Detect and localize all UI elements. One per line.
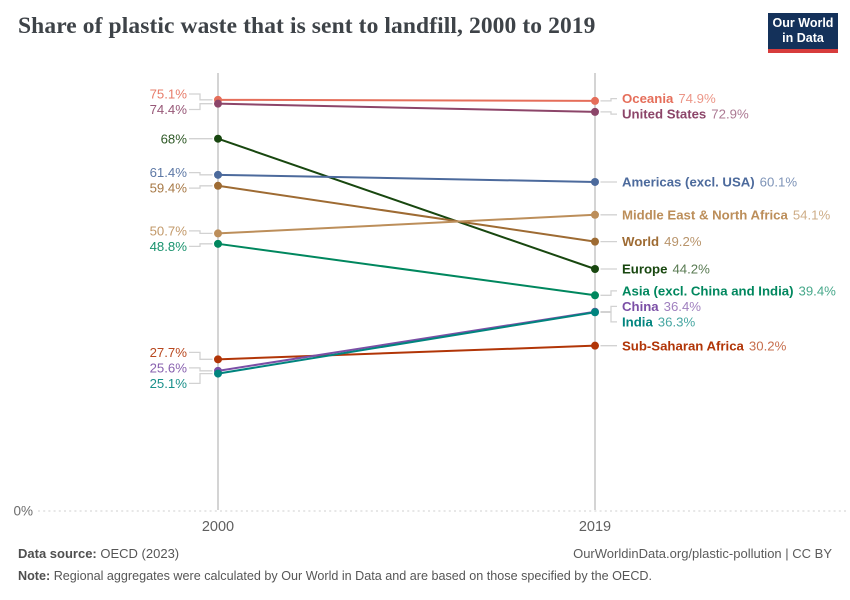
owid-logo-line2: in Data <box>782 31 824 45</box>
series-line-asia-excl-china-and-india[interactable] <box>217 242 596 297</box>
value-label-2000-americas-excl-usa: 61.4% <box>150 165 188 180</box>
value-label-2019-united-states: 72.9% <box>711 107 749 122</box>
entity-label-oceania[interactable]: Oceania 74.9% <box>622 91 716 106</box>
entity-label-world[interactable]: World 49.2% <box>622 234 702 249</box>
series-dot-sub-saharan-africa-2000[interactable] <box>214 355 222 364</box>
entity-name-middle-east-north-africa: Middle East & North Africa <box>622 207 789 222</box>
value-label-2000-sub-saharan-africa: 27.7% <box>150 345 188 360</box>
value-label-2019-europe: 44.2% <box>672 262 710 277</box>
entity-name-europe: Europe <box>622 262 667 277</box>
series-dot-india-2000[interactable] <box>214 369 222 378</box>
series-dot-europe-2000[interactable] <box>214 134 222 143</box>
series-line-india[interactable] <box>217 311 596 375</box>
series-dot-oceania-2019[interactable] <box>591 96 599 105</box>
data-source-label: Data source: <box>18 546 97 561</box>
entity-name-asia-excl-china-and-india: Asia (excl. China and India) <box>622 284 793 299</box>
entity-label-india[interactable]: India 36.3% <box>622 315 695 330</box>
entity-name-oceania: Oceania <box>622 91 674 106</box>
connector-right-india <box>600 311 617 323</box>
series-line-united-states[interactable] <box>217 102 596 113</box>
series-dot-world-2000[interactable] <box>214 181 222 190</box>
series-dot-india-2019[interactable] <box>591 308 599 317</box>
entity-name-sub-saharan-africa: Sub-Saharan Africa <box>622 338 745 353</box>
entity-label-china[interactable]: China 36.4% <box>622 299 701 314</box>
value-label-2000-middle-east-north-africa: 50.7% <box>150 223 188 238</box>
series-line-sub-saharan-africa[interactable] <box>217 344 596 361</box>
connector-left-world <box>189 185 213 189</box>
series-line-europe[interactable] <box>217 137 596 270</box>
value-label-2019-world: 49.2% <box>664 234 702 249</box>
connector-right-asia-excl-china-and-india <box>600 290 617 296</box>
baseline-label: 0% <box>13 504 33 519</box>
data-source-value: OECD (2023) <box>100 546 180 561</box>
entity-label-middle-east-north-africa[interactable]: Middle East & North Africa 54.1% <box>622 207 831 222</box>
entity-name-world: World <box>622 234 659 249</box>
connector-left-oceania <box>189 93 213 101</box>
chart-note: Note: Regional aggregates were calculate… <box>18 569 832 583</box>
value-label-2000-oceania: 75.1% <box>150 87 188 102</box>
connector-left-asia-excl-china-and-india <box>189 243 213 248</box>
connector-right-oceania <box>600 97 617 102</box>
series-dot-europe-2019[interactable] <box>591 265 599 274</box>
entity-name-india: India <box>622 315 653 330</box>
value-label-2019-americas-excl-usa: 60.1% <box>760 175 798 190</box>
x-tick-label-2019: 2019 <box>579 519 611 535</box>
series-dot-asia-excl-china-and-india-2000[interactable] <box>214 239 222 248</box>
value-label-2000-india: 25.1% <box>150 376 188 391</box>
series-dot-united-states-2000[interactable] <box>214 99 222 108</box>
value-label-2019-india: 36.3% <box>658 315 696 330</box>
data-source: Data source: OECD (2023) <box>18 546 179 561</box>
value-label-2000-europe: 68% <box>161 131 188 146</box>
series-dot-asia-excl-china-and-india-2019[interactable] <box>591 291 599 300</box>
connector-left-americas-excl-usa <box>189 171 213 176</box>
entity-label-europe[interactable]: Europe 44.2% <box>622 262 710 277</box>
entity-label-united-states[interactable]: United States 72.9% <box>622 107 749 122</box>
entity-label-asia-excl-china-and-india[interactable]: Asia (excl. China and India) 39.4% <box>622 284 836 299</box>
value-label-2000-world: 59.4% <box>150 181 188 196</box>
connector-left-middle-east-north-africa <box>189 230 213 235</box>
x-tick-label-2000: 2000 <box>202 519 234 535</box>
value-label-2000-china: 25.6% <box>150 361 188 376</box>
chart-footer: Data source: OECD (2023) OurWorldinData.… <box>18 546 832 561</box>
entity-name-china: China <box>622 299 659 314</box>
value-label-2019-sub-saharan-africa: 30.2% <box>749 338 787 353</box>
page-title: Share of plastic waste that is sent to l… <box>18 13 596 39</box>
value-label-2000-asia-excl-china-and-india: 48.8% <box>150 239 188 254</box>
series-line-middle-east-north-africa[interactable] <box>217 213 596 235</box>
series-dot-americas-excl-usa-2000[interactable] <box>214 170 222 179</box>
series-line-oceania[interactable] <box>217 98 596 102</box>
series-line-world[interactable] <box>217 184 596 243</box>
entity-name-united-states: United States <box>622 107 706 122</box>
connector-right-united-states <box>600 111 617 115</box>
value-label-2000-united-states: 74.4% <box>150 102 188 117</box>
entity-name-americas-excl-usa: Americas (excl. USA) <box>622 175 755 190</box>
connector-left-china <box>189 367 213 372</box>
connector-left-india <box>189 372 213 385</box>
note-value: Regional aggregates were calculated by O… <box>53 569 653 583</box>
owid-logo-line1: Our World <box>772 16 834 31</box>
series-line-americas-excl-usa[interactable] <box>217 173 596 183</box>
series-dot-middle-east-north-africa-2019[interactable] <box>591 210 599 219</box>
entity-label-sub-saharan-africa[interactable]: Sub-Saharan Africa 30.2% <box>622 338 787 353</box>
value-label-2019-middle-east-north-africa: 54.1% <box>793 207 831 222</box>
note-label: Note: <box>18 569 51 583</box>
value-label-2019-asia-excl-china-and-india: 39.4% <box>798 284 836 299</box>
connector-left-sub-saharan-africa <box>189 351 213 360</box>
connector-right-china <box>600 305 617 313</box>
owid-logo[interactable]: Our World in Data <box>768 13 838 53</box>
entity-label-americas-excl-usa[interactable]: Americas (excl. USA) 60.1% <box>622 175 797 190</box>
series-dot-united-states-2019[interactable] <box>591 107 599 116</box>
series-dot-sub-saharan-africa-2019[interactable] <box>591 341 599 350</box>
credit-link[interactable]: OurWorldinData.org/plastic-pollution | C… <box>573 546 832 561</box>
connector-left-united-states <box>189 103 213 111</box>
series-dot-middle-east-north-africa-2000[interactable] <box>214 229 222 238</box>
value-label-2019-oceania: 74.9% <box>678 91 716 106</box>
series-dot-americas-excl-usa-2019[interactable] <box>591 177 599 186</box>
value-label-2019-china: 36.4% <box>664 299 702 314</box>
series-dot-world-2019[interactable] <box>591 237 599 246</box>
